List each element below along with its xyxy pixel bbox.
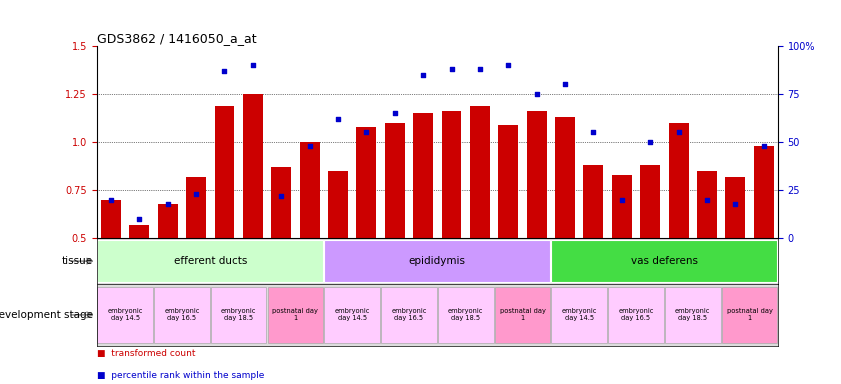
Text: vas deferens: vas deferens (631, 256, 698, 266)
Text: embryonic
day 14.5: embryonic day 14.5 (108, 308, 143, 321)
Point (133, 216, 146, 222)
Bar (98, 287, 153, 343)
Point (643, 139, 657, 145)
Bar (640, 165, 660, 334)
Point (701, 197, 714, 203)
Point (501, 62, 515, 68)
Text: embryonic
day 18.5: embryonic day 18.5 (448, 308, 484, 321)
Point (530, 91, 543, 97)
Bar (526, 111, 547, 334)
Point (218, 68, 231, 74)
Point (189, 191, 203, 197)
Bar (357, 127, 376, 334)
Text: embryonic
day 14.5: embryonic day 14.5 (335, 308, 370, 321)
Bar (267, 287, 323, 343)
Bar (726, 177, 745, 334)
Point (161, 200, 174, 207)
Text: development stage: development stage (0, 310, 93, 320)
Bar (413, 113, 433, 334)
Bar (438, 287, 494, 343)
Bar (754, 146, 774, 334)
Text: postnatal day
1: postnatal day 1 (727, 308, 773, 321)
Text: epididymis: epididymis (409, 256, 466, 266)
Text: embryonic
day 16.5: embryonic day 16.5 (391, 308, 426, 321)
Point (246, 62, 260, 68)
Point (558, 81, 572, 88)
Bar (214, 106, 235, 334)
Bar (470, 106, 489, 334)
Bar (101, 200, 121, 334)
Text: ■  percentile rank within the sample: ■ percentile rank within the sample (97, 371, 264, 379)
Point (757, 143, 770, 149)
Text: tissue: tissue (61, 256, 93, 266)
Point (445, 66, 458, 72)
Bar (211, 287, 267, 343)
Bar (552, 240, 777, 282)
Text: embryonic
day 14.5: embryonic day 14.5 (562, 308, 597, 321)
Point (388, 110, 401, 116)
Point (728, 200, 742, 207)
Text: embryonic
day 16.5: embryonic day 16.5 (618, 308, 653, 321)
Bar (98, 240, 323, 282)
Bar (381, 287, 436, 343)
Bar (299, 142, 320, 334)
Bar (328, 171, 348, 334)
Bar (612, 175, 632, 334)
Point (360, 129, 373, 136)
Bar (669, 123, 689, 334)
Text: embryonic
day 18.5: embryonic day 18.5 (221, 308, 257, 321)
Bar (555, 117, 575, 334)
Bar (608, 287, 664, 343)
Bar (154, 287, 209, 343)
Bar (697, 171, 717, 334)
Bar (499, 125, 518, 334)
Text: ■  transformed count: ■ transformed count (97, 349, 195, 358)
Text: postnatal day
1: postnatal day 1 (500, 308, 546, 321)
Bar (158, 204, 177, 334)
Bar (325, 287, 380, 343)
Bar (722, 287, 777, 343)
Text: embryonic
day 16.5: embryonic day 16.5 (164, 308, 199, 321)
Text: embryonic
day 18.5: embryonic day 18.5 (675, 308, 711, 321)
Bar (186, 177, 206, 334)
Bar (552, 287, 607, 343)
Bar (272, 167, 291, 334)
Point (104, 197, 118, 203)
Point (303, 143, 316, 149)
Point (473, 66, 487, 72)
Bar (385, 123, 405, 334)
Bar (665, 287, 721, 343)
Point (615, 197, 628, 203)
Point (416, 72, 430, 78)
Point (331, 116, 345, 122)
Text: efferent ducts: efferent ducts (173, 256, 247, 266)
Text: GDS3862 / 1416050_a_at: GDS3862 / 1416050_a_at (97, 32, 257, 45)
Bar (130, 225, 149, 334)
Bar (325, 240, 550, 282)
Point (587, 129, 600, 136)
Bar (584, 165, 603, 334)
Bar (243, 94, 262, 334)
Text: postnatal day
1: postnatal day 1 (272, 308, 319, 321)
Point (274, 193, 288, 199)
Bar (442, 111, 462, 334)
Bar (495, 287, 550, 343)
Point (672, 129, 685, 136)
